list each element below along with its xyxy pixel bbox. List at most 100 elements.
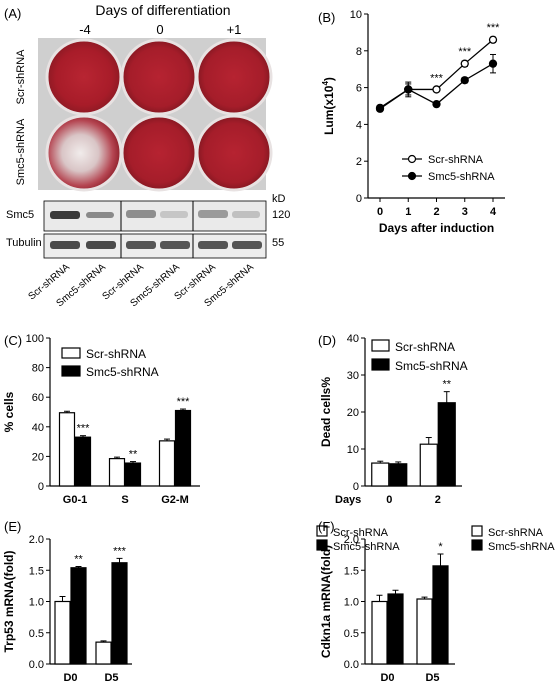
x-tick-label: 3	[462, 206, 468, 218]
significance-label: ***	[458, 46, 472, 58]
bar-chart-f: (F) 0.0 0.5 1.0 1.5 2.0 Cdkn1a mRNA(fold) D0 D5 *…	[318, 519, 555, 684]
y-axis-label-main: Lum(x10	[322, 85, 336, 135]
y-tick-label: 40	[347, 333, 359, 345]
legend-label: Smc5-shRNA	[395, 359, 468, 373]
y-axis-label: Lum(x104)	[321, 77, 336, 135]
bar	[158, 440, 176, 487]
well-smc5-day-0	[120, 114, 198, 192]
panel-label: (B)	[318, 10, 335, 25]
legend-marker	[407, 154, 417, 164]
error-bar	[164, 438, 170, 441]
y-tick-label: 4	[356, 119, 362, 131]
data-point	[460, 76, 469, 85]
error-bar	[100, 640, 107, 643]
bar	[432, 565, 449, 665]
x-tick-label: 0	[377, 206, 383, 218]
legend-swatch	[61, 347, 81, 359]
legend-label: Scr-shRNA	[333, 527, 389, 539]
data-point	[404, 85, 413, 94]
blot-kd-tubulin: 55	[272, 237, 284, 249]
data-point	[488, 35, 498, 44]
significance-label: ***	[113, 545, 127, 557]
y-tick-label: 1.5	[29, 565, 44, 577]
y-tick-label: 6	[356, 83, 362, 95]
panel-a: (A) Days of differentiation -4 0 +1 Scr-…	[4, 2, 290, 309]
error-bar	[75, 566, 82, 568]
x-tick-label: D0	[380, 672, 394, 684]
legend-label: Scr-shRNA	[428, 154, 484, 166]
well-scr-day-0	[120, 38, 198, 116]
legend-label: Smc5-shRNA	[488, 541, 555, 553]
error-bar	[64, 410, 70, 413]
significance-label: ***	[177, 396, 191, 408]
significance-label: **	[74, 554, 83, 566]
y-tick-label: 0	[38, 481, 44, 493]
bar	[124, 462, 142, 487]
well-smc5-day-minus4	[45, 114, 123, 192]
y-tick-label: 100	[26, 333, 44, 345]
y-tick-label: 0.0	[344, 659, 359, 671]
bar	[416, 598, 433, 665]
y-axis-label: Trp53 mRNA(fold)	[2, 550, 16, 652]
error-bar	[116, 557, 123, 563]
y-axis-label: % cells	[2, 391, 16, 432]
error-bar	[80, 435, 86, 438]
y-tick-label: 1.0	[344, 597, 359, 609]
bar	[111, 562, 128, 665]
bar	[70, 567, 87, 665]
panel-label: (C)	[4, 333, 22, 348]
well-smc5-day-plus1	[195, 114, 273, 192]
significance-label: ***	[77, 423, 91, 435]
legend-label: Smc5-shRNA	[428, 171, 495, 183]
y-tick-label: 2.0	[29, 534, 44, 546]
bar	[95, 641, 112, 665]
y-tick-label: 40	[32, 422, 44, 434]
smc5-blot	[43, 200, 267, 232]
y-axis-label-sup: 4	[321, 81, 330, 86]
x-tick-label: D5	[104, 672, 118, 684]
y-tick-label: 0.5	[344, 628, 359, 640]
bar-chart-e: (E) 0.0 0.5 1.0 1.5 2.0 Trp53 mRNA(fold) D0 ** D5…	[2, 519, 400, 684]
row-label-scr: Scr-shRNA	[15, 49, 27, 105]
blot-row-tubulin: Tubulin	[6, 237, 42, 249]
panel-label: (F)	[318, 519, 335, 534]
error-bar	[180, 408, 186, 411]
x-tick-label: G2-M	[161, 494, 189, 506]
bar	[371, 600, 388, 665]
days-header: Days of differentiation	[95, 2, 230, 18]
panel-a-label: (A)	[4, 6, 21, 21]
bar	[174, 409, 192, 487]
panel-label: (D)	[318, 333, 336, 348]
bar	[371, 462, 390, 487]
y-tick-label: 80	[32, 363, 44, 375]
error-bar	[421, 596, 428, 599]
well-scr-day-plus1	[195, 38, 273, 116]
bar	[387, 593, 404, 665]
y-tick-label: 0.5	[29, 628, 44, 640]
row-label-smc5: Smc5-shRNA	[15, 118, 27, 185]
y-axis-label-end: )	[322, 77, 336, 81]
day-label-2: 0	[156, 22, 163, 37]
data-point	[488, 59, 498, 68]
legend-label: Smc5-shRNA	[86, 365, 159, 379]
x-tick-label: 4	[490, 206, 497, 218]
x-tick-label: 0	[386, 494, 392, 506]
significance-label: **	[442, 379, 451, 391]
bar	[419, 443, 438, 487]
panel-label: (E)	[4, 519, 21, 534]
y-tick-label: 1.5	[344, 565, 359, 577]
y-tick-label: 8	[356, 46, 362, 58]
y-axis-label: Cdkn1a mRNA(fold)	[319, 545, 333, 658]
error-bar	[437, 553, 444, 566]
y-tick-label: 1.0	[29, 597, 44, 609]
bar	[389, 463, 408, 487]
bar	[58, 412, 76, 487]
day-label-1: -4	[79, 22, 91, 37]
significance-label: *	[438, 541, 443, 553]
error-bar	[59, 596, 66, 602]
day-label-3: +1	[227, 22, 242, 37]
bar	[437, 402, 456, 487]
significance-label: **	[129, 449, 138, 461]
